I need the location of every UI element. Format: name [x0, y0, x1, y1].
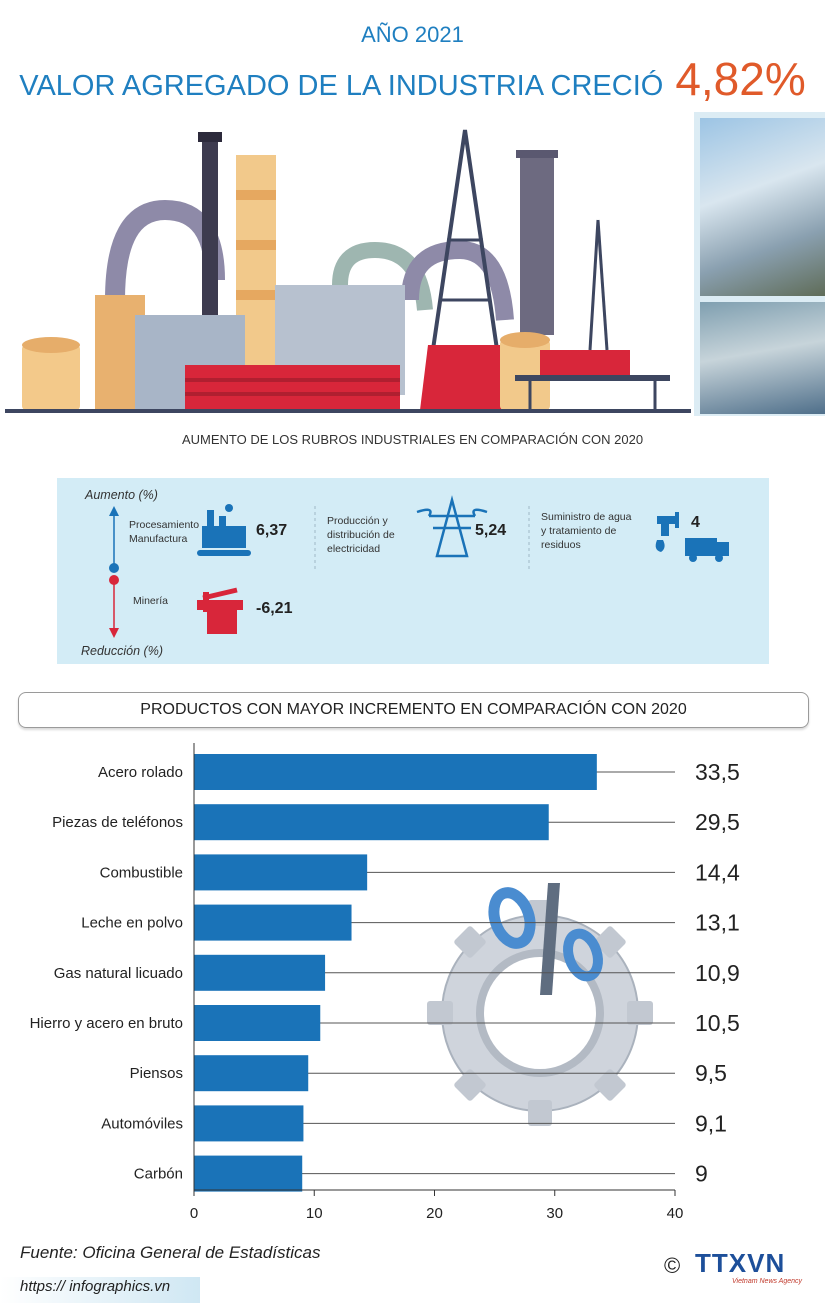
value-label: 14,4 [695, 859, 740, 885]
category-label: Automóviles [101, 1115, 183, 1132]
tank-left [22, 345, 80, 410]
decrease-dot [109, 575, 119, 585]
value-label: 9 [695, 1161, 708, 1187]
bar [194, 904, 352, 941]
x-tick-label: 10 [306, 1205, 323, 1222]
ttxvn-logo: TTXVN [695, 1248, 786, 1278]
value-label: 10,5 [695, 1010, 740, 1036]
decrease-label: Reducción (%) [81, 644, 163, 658]
x-tick-label: 20 [426, 1205, 443, 1222]
tower-band-2 [236, 240, 276, 250]
red-platform [185, 365, 400, 410]
increase-arrow-icon [109, 506, 119, 516]
garbage-truck-icon [685, 538, 729, 562]
mining-value: -6,21 [256, 600, 293, 617]
copyright-icon: © [664, 1253, 681, 1278]
value-label: 10,9 [695, 960, 740, 986]
ground-line [5, 409, 691, 413]
tower-band-1 [236, 190, 276, 200]
value-label: 9,1 [695, 1110, 727, 1136]
section2-title: PRODUCTOS CON MAYOR INCREMENTO EN COMPAR… [18, 692, 809, 728]
x-axis: 0 10 20 30 40 [190, 743, 684, 1222]
products-bar-chart: Acero rolado 33,5 Piezas de teléfonos 29,5 C… [30, 743, 740, 1222]
category-label: Leche en polvo [81, 915, 183, 932]
category-label: Carbón [134, 1166, 183, 1183]
photo-strip [694, 112, 825, 416]
footer-url[interactable]: https:// infographics.vn [20, 1278, 171, 1295]
ttxvn-logo-subtitle: Vietnam News Agency [732, 1278, 803, 1285]
increase-label: Aumento (%) [85, 488, 158, 502]
value-label: 33,5 [695, 759, 740, 785]
chimney-2-top [516, 150, 558, 158]
power-tower-icon [416, 495, 488, 558]
bars-group: Acero rolado 33,5 Piezas de teléfonos 29,5 C… [30, 754, 740, 1192]
water-label: Suministro de agua y tratamiento de resi… [541, 511, 632, 551]
chimney-1-top [198, 132, 222, 142]
bar [194, 754, 597, 790]
bar [194, 854, 368, 891]
bar [194, 954, 326, 991]
bar [194, 1105, 304, 1142]
bar [194, 1155, 303, 1192]
pipe-arch-3 [401, 240, 514, 321]
electricity-value: 5,24 [475, 522, 507, 539]
value-label: 29,5 [695, 809, 740, 835]
category-label: Acero rolado [98, 764, 183, 781]
manufacturing-label: Procesamiento Manufactura [129, 519, 200, 545]
headline-growth: 4,82% [675, 53, 806, 105]
source-note: Fuente: Oficina General de Estadísticas [20, 1243, 321, 1262]
value-label: 13,1 [695, 910, 740, 936]
section1-subtitle: AUMENTO DE LOS RUBROS INDUSTRIALES EN CO… [181, 432, 644, 447]
industry-panel: Aumento (%) Reducción (%) [57, 478, 769, 664]
factory-illustration [5, 129, 691, 413]
value-label: 9,5 [695, 1060, 727, 1086]
headline-title: VALOR AGREGADO DE LA INDUSTRIA CRECIÓ [19, 70, 664, 102]
antenna [588, 219, 600, 351]
photo-electrical-workers [700, 118, 825, 296]
gear-percent-icon [427, 883, 653, 1126]
water-value: 4 [691, 514, 700, 531]
category-label: Hierro y acero en bruto [30, 1015, 183, 1032]
chimney-2 [520, 155, 554, 335]
pipe-arch-1 [105, 199, 225, 301]
oil-pump-icon [197, 587, 243, 634]
headline: VALOR AGREGADO DE LA INDUSTRIA CRECIÓ 4,8… [0, 52, 825, 106]
manufacturing-value: 6,37 [256, 522, 288, 539]
x-tick-label: 30 [546, 1205, 563, 1222]
category-label: Combustible [100, 864, 183, 881]
bar [194, 1055, 309, 1092]
factory-icon [197, 504, 251, 556]
category-label: Gas natural licuado [54, 965, 183, 982]
category-label: Piensos [130, 1065, 183, 1082]
chimney-1 [202, 140, 218, 315]
bar [194, 1005, 321, 1041]
water-tap-icon [655, 512, 679, 552]
x-tick-label: 40 [667, 1205, 684, 1222]
derrick-base [420, 345, 510, 410]
bar [194, 804, 549, 841]
x-tick-label: 0 [190, 1205, 198, 1222]
photo-factory-workers [700, 302, 825, 414]
increase-dot [109, 563, 119, 573]
year-heading: AÑO 2021 [361, 22, 464, 47]
footer-band [0, 1277, 200, 1303]
electricity-label: Producción y distribución de electricida… [327, 515, 395, 555]
tower-band-3 [236, 290, 276, 300]
panel-graphics [109, 495, 729, 638]
category-label: Piezas de teléfonos [52, 814, 183, 831]
mining-label: Minería [133, 595, 169, 607]
decrease-arrow-icon [109, 628, 119, 638]
